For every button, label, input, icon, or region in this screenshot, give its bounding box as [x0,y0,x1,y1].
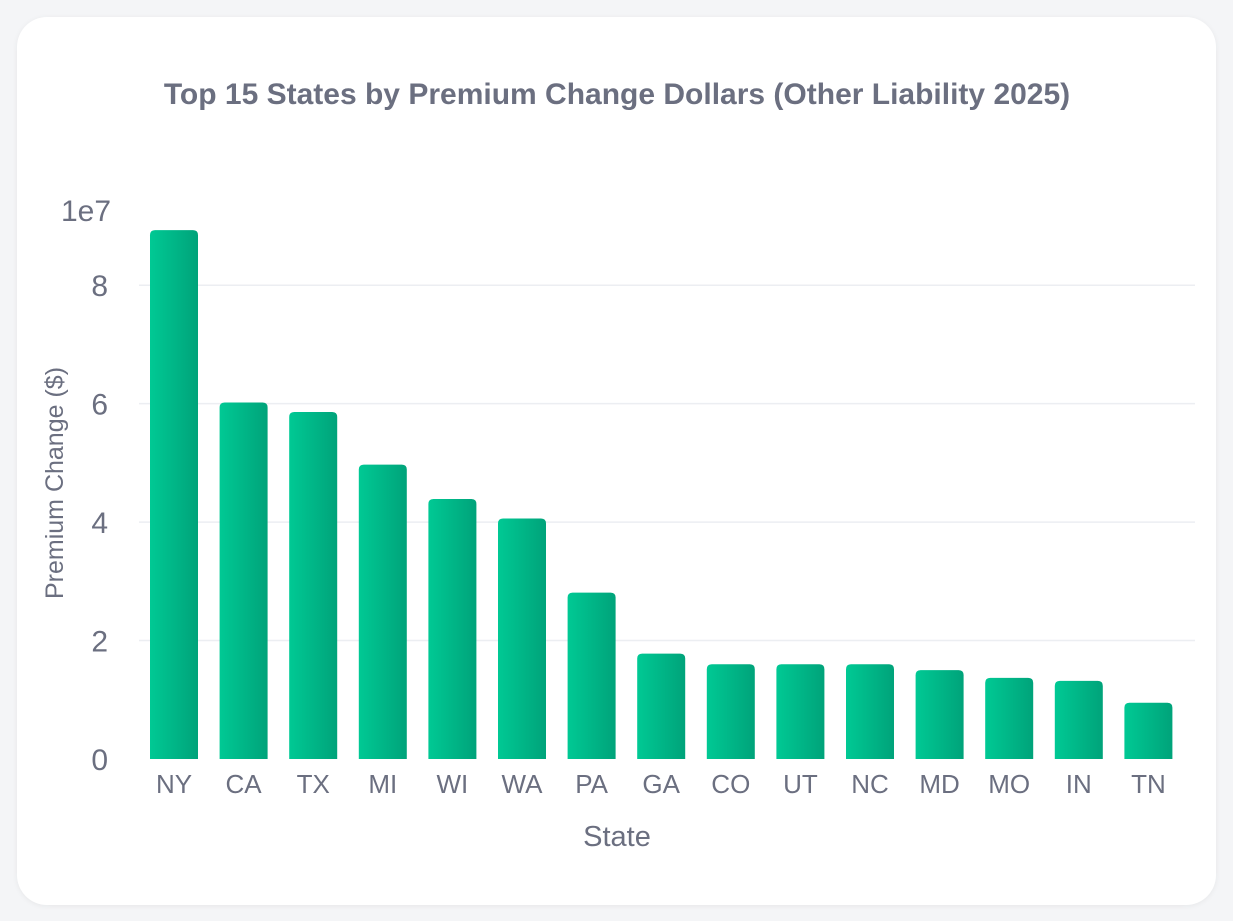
y-tick-label: 4 [91,507,108,540]
x-tick-label: NY [156,769,192,799]
bar-wi [428,499,477,759]
bar-ny [150,230,198,759]
bar-in [1054,680,1103,759]
bar-tx [289,411,338,759]
x-tick-label: IN [1066,769,1092,799]
bar-ut [776,664,825,759]
bar-co [706,664,755,759]
y-tick-label: 6 [91,389,108,422]
x-tick-label: CO [711,769,750,799]
y-tick-label: 2 [91,626,108,659]
y-ticks: 0 2 4 6 8 [91,270,108,777]
y-tick-label: 8 [91,270,108,303]
bar-mi [358,464,407,759]
bar-nc [846,664,894,759]
x-tick-label: GA [642,769,680,799]
x-tick-label: MO [988,769,1030,799]
x-axis-label: State [583,821,651,853]
bar-ca [219,402,268,759]
bars [150,230,1173,759]
x-tick-label: WA [502,769,544,799]
x-ticks: NY CA TX MI WI WA PA GA CO UT NC MD MO IN TN [156,769,1166,799]
x-tick-label: PA [575,769,608,799]
bar-tn [1124,702,1173,759]
x-tick-label: UT [783,769,818,799]
bar-pa [567,592,616,759]
bar-wa [498,518,546,759]
x-tick-label: TN [1131,769,1166,799]
x-tick-label: MD [919,769,959,799]
x-tick-label: NC [851,769,889,799]
y-multiplier-label: 1e7 [61,195,111,228]
y-tick-label: 0 [91,744,108,777]
x-tick-label: WI [437,769,469,799]
x-tick-label: CA [226,769,263,799]
chart-title: Top 15 States by Premium Change Dollars … [164,78,1070,111]
y-axis-label: Premium Change ($) [41,367,69,599]
x-tick-label: MI [368,769,397,799]
bar-md [915,670,964,759]
bar-mo [985,677,1034,759]
x-tick-label: TX [297,769,330,799]
bar-ga [637,653,686,759]
